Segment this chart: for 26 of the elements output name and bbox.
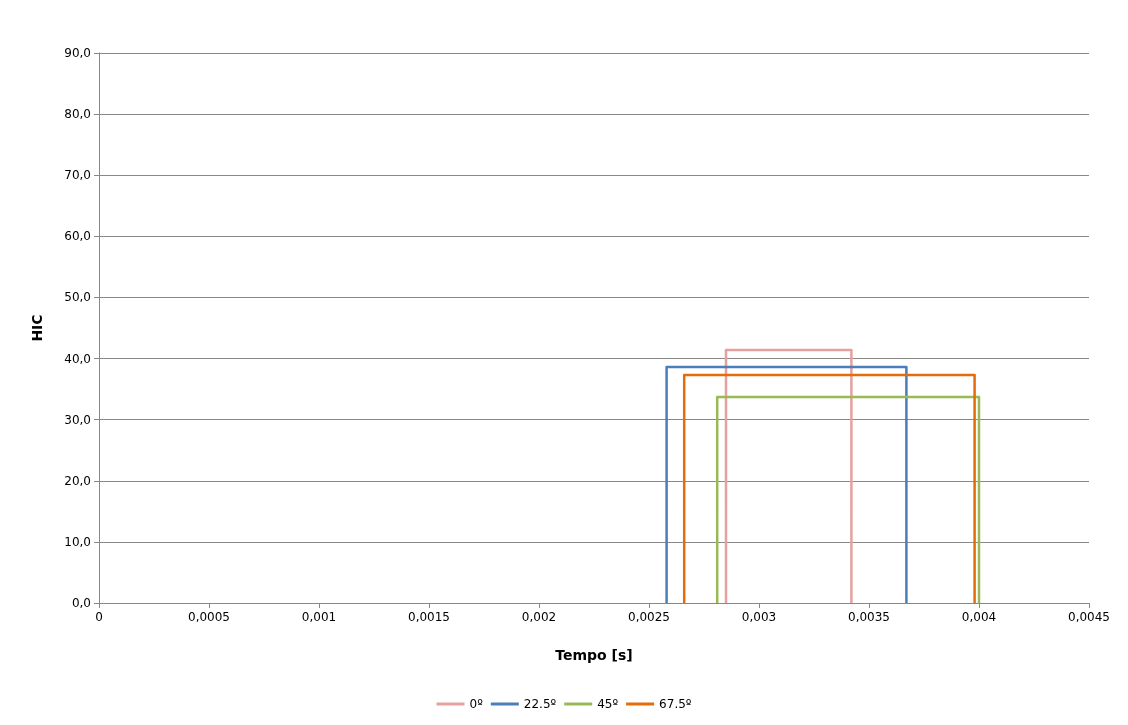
- y-tick-label: 30,0: [64, 412, 91, 427]
- y-tick-label: 20,0: [64, 473, 91, 488]
- x-tick-label: 0,001: [301, 610, 337, 624]
- y-tick-label: 80,0: [64, 107, 91, 122]
- x-tick-label: 0,0005: [188, 610, 230, 624]
- x-tick-label: 0,0035: [848, 610, 890, 624]
- y-tick-label: 60,0: [64, 229, 91, 244]
- x-tick-label: 0,002: [521, 610, 557, 624]
- y-tick-label: 10,0: [64, 534, 91, 549]
- x-tick-label: 0,0045: [1068, 610, 1110, 624]
- y-axis-title: HIC: [29, 314, 45, 342]
- y-tick-label: 50,0: [64, 290, 91, 305]
- x-tick-label: 0,003: [741, 610, 777, 624]
- x-axis-title: Tempo [s]: [555, 647, 633, 663]
- x-tick-label: 0: [95, 610, 103, 624]
- x-tick-label: 0,0015: [408, 610, 450, 624]
- x-tick-label: 0,004: [961, 610, 997, 624]
- y-tick-label: 90,0: [64, 46, 91, 60]
- legend-label: 0º: [469, 697, 484, 711]
- y-tick-label: 0,0: [71, 596, 91, 610]
- y-tick-label: 40,0: [64, 351, 91, 366]
- legend-label: 45º: [597, 697, 619, 711]
- y-tick-label: 70,0: [64, 168, 91, 183]
- legend-label: 67.5º: [659, 697, 692, 711]
- legend-label: 22.5º: [523, 697, 557, 711]
- x-tick-label: 0,0025: [628, 610, 670, 624]
